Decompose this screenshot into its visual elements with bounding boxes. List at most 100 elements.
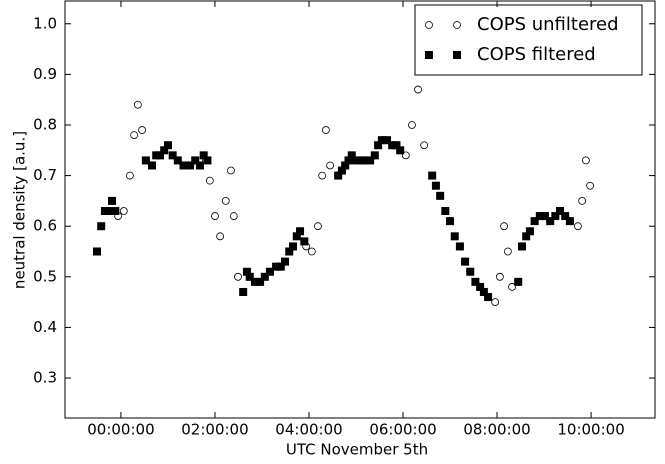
x-tick-label: 04:00:00	[275, 421, 342, 439]
data-point	[307, 247, 316, 256]
data-point	[420, 141, 429, 150]
data-point	[540, 212, 549, 221]
data-point	[466, 267, 475, 276]
y-tick-label: 0.3	[33, 369, 57, 387]
data-point	[186, 161, 195, 170]
data-point	[495, 272, 504, 281]
data-point	[168, 151, 177, 160]
legend-label: COPS filtered	[477, 44, 596, 65]
x-tick-label: 06:00:00	[369, 421, 436, 439]
data-point	[581, 156, 590, 165]
data-point	[578, 196, 587, 205]
data-point	[441, 207, 450, 216]
data-point	[428, 171, 437, 180]
x-tick-label: 00:00:00	[87, 421, 154, 439]
data-point	[352, 156, 361, 165]
data-point	[377, 136, 386, 145]
data-point	[239, 287, 248, 296]
data-point	[525, 227, 534, 236]
data-point	[216, 232, 225, 241]
y-tick-label: 0.8	[33, 115, 57, 133]
data-point	[133, 100, 142, 109]
y-tick-label: 0.6	[33, 217, 57, 235]
data-point	[561, 212, 570, 221]
data-point	[446, 217, 455, 226]
y-tick-label: 0.7	[33, 166, 57, 184]
data-point	[530, 217, 539, 226]
data-point	[326, 161, 335, 170]
data-point	[296, 227, 305, 236]
data-point	[517, 242, 526, 251]
data-point	[479, 287, 488, 296]
y-tick-label: 0.5	[33, 267, 57, 285]
y-tick-label: 1.0	[33, 14, 57, 32]
data-point	[408, 121, 416, 129]
data-point	[455, 242, 464, 251]
data-point	[514, 277, 523, 286]
data-point	[522, 232, 531, 241]
data-point	[388, 141, 397, 150]
data-point	[285, 247, 294, 256]
data-point	[484, 293, 493, 302]
data-point	[431, 181, 440, 190]
data-point	[300, 237, 309, 246]
legend-marker	[453, 21, 461, 29]
data-point	[203, 156, 212, 165]
data-point	[334, 171, 343, 180]
data-point	[179, 161, 188, 170]
data-point	[250, 277, 259, 286]
data-point	[205, 176, 214, 185]
data-point	[565, 217, 574, 226]
data-point	[508, 283, 516, 291]
data-point	[551, 212, 560, 221]
data-point	[476, 282, 485, 291]
data-point	[546, 217, 555, 226]
data-point	[396, 146, 405, 155]
data-point	[92, 247, 101, 256]
data-point	[155, 151, 164, 160]
data-point	[322, 126, 330, 134]
data-point	[119, 207, 128, 215]
data-point	[97, 222, 106, 231]
y-tick-label: 0.9	[33, 65, 57, 83]
data-point	[392, 141, 401, 150]
data-point	[374, 141, 383, 150]
data-point	[366, 156, 375, 165]
data-point	[360, 156, 369, 165]
data-point	[104, 207, 113, 216]
data-point	[292, 232, 301, 241]
data-point	[450, 232, 459, 241]
data-point	[163, 141, 172, 150]
data-point	[556, 207, 565, 216]
data-point	[414, 85, 422, 94]
x-axis-label: UTC November 5th	[286, 441, 428, 459]
data-point	[356, 156, 365, 165]
data-point	[461, 257, 470, 266]
data-point	[586, 181, 595, 190]
data-point	[173, 156, 182, 165]
data-point	[147, 161, 156, 170]
data-point	[141, 156, 150, 165]
legend-marker	[453, 51, 461, 59]
data-point	[289, 242, 298, 251]
data-point	[281, 257, 290, 266]
data-point	[229, 212, 238, 220]
data-point	[370, 151, 379, 160]
data-point	[195, 161, 204, 170]
legend-marker	[425, 21, 433, 29]
y-axis-label: neutral density [a.u.]	[11, 131, 29, 289]
data-point	[265, 267, 274, 276]
data-point	[108, 196, 117, 205]
legend-box	[414, 4, 643, 76]
data-point	[242, 267, 251, 276]
legend-label: COPS unfiltered	[477, 14, 619, 35]
data-point	[436, 191, 445, 200]
data-point	[211, 212, 219, 220]
y-tick-label: 0.4	[33, 318, 57, 336]
data-point	[383, 136, 392, 145]
data-point	[276, 262, 285, 271]
data-point	[347, 151, 356, 160]
data-point	[337, 166, 346, 175]
data-point	[491, 298, 500, 307]
